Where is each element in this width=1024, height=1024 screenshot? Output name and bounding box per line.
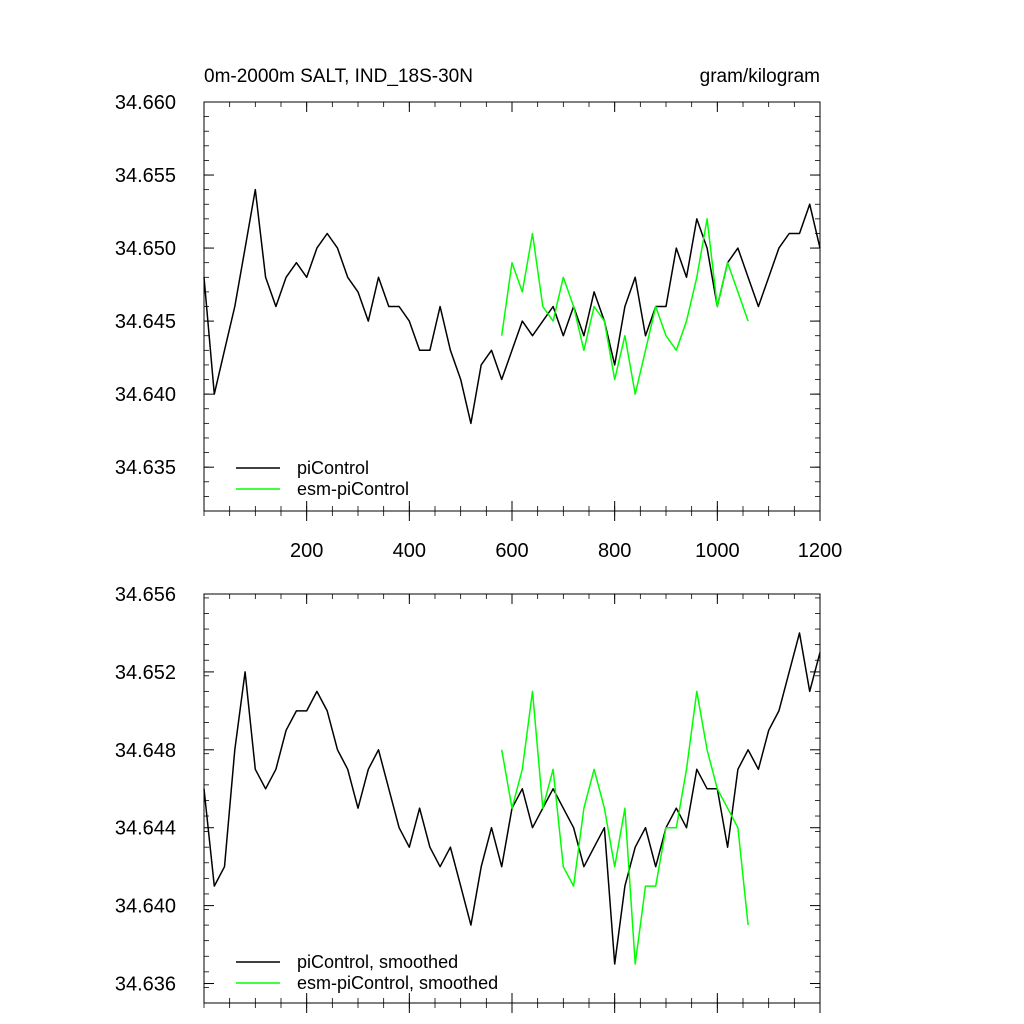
series-line-esm-picontrol	[500, 218, 749, 395]
legend: piControl esm-piControl	[236, 458, 409, 499]
y-tick-label: 34.655	[115, 165, 176, 187]
bottom-chart-panel: 34.636 34.640 34.644 34.648 34.652 34.656 piC…	[115, 584, 821, 1013]
y-tick-label: 34.645	[115, 311, 176, 333]
axis-ticks: 34.635 34.640 34.645 34.650 34.655 34.660 200 4…	[115, 92, 842, 562]
x-tick-label: 800	[598, 540, 631, 562]
series-group	[203, 188, 821, 425]
y-tick-label: 34.660	[115, 92, 176, 114]
legend-label-picontrol: piControl	[297, 458, 369, 478]
series-line-picontrol-smoothed	[203, 632, 821, 965]
y-tick-label: 34.636	[115, 974, 176, 996]
y-tick-label: 34.640	[115, 384, 176, 406]
legend-label-picontrol-smoothed: piControl, smoothed	[297, 952, 458, 972]
x-tick-label: 400	[393, 540, 426, 562]
y-tick-label: 34.640	[115, 896, 176, 918]
y-tick-label: 34.656	[115, 584, 176, 606]
x-tick-label: 1200	[798, 540, 843, 562]
series-line-picontrol	[203, 188, 821, 425]
y-tick-label: 34.635	[115, 457, 176, 479]
legend-label-esm-picontrol-smoothed: esm-piControl, smoothed	[297, 973, 498, 993]
series-group	[203, 632, 821, 965]
legend: piControl, smoothed esm-piControl, smoot…	[236, 952, 498, 993]
top-chart-panel: 0m-2000m SALT, IND_18S-30N gram/kilogram…	[115, 66, 842, 562]
plot-frame	[203, 593, 821, 1004]
chart-title-left: 0m-2000m SALT, IND_18S-30N	[204, 66, 473, 87]
axis-ticks: 34.636 34.640 34.644 34.648 34.652 34.656	[115, 584, 821, 1013]
y-tick-label: 34.648	[115, 740, 176, 762]
series-line-esm-picontrol-smoothed	[500, 690, 749, 965]
plot-frame	[203, 101, 821, 512]
y-tick-label: 34.650	[115, 238, 176, 260]
legend-label-esm-picontrol: esm-piControl	[297, 479, 409, 499]
y-tick-label: 34.652	[115, 662, 176, 684]
y-tick-label: 34.644	[115, 818, 176, 840]
x-tick-label: 1000	[695, 540, 740, 562]
x-tick-label: 200	[290, 540, 323, 562]
chart-title-right: gram/kilogram	[700, 66, 820, 87]
x-tick-label: 600	[495, 540, 528, 562]
